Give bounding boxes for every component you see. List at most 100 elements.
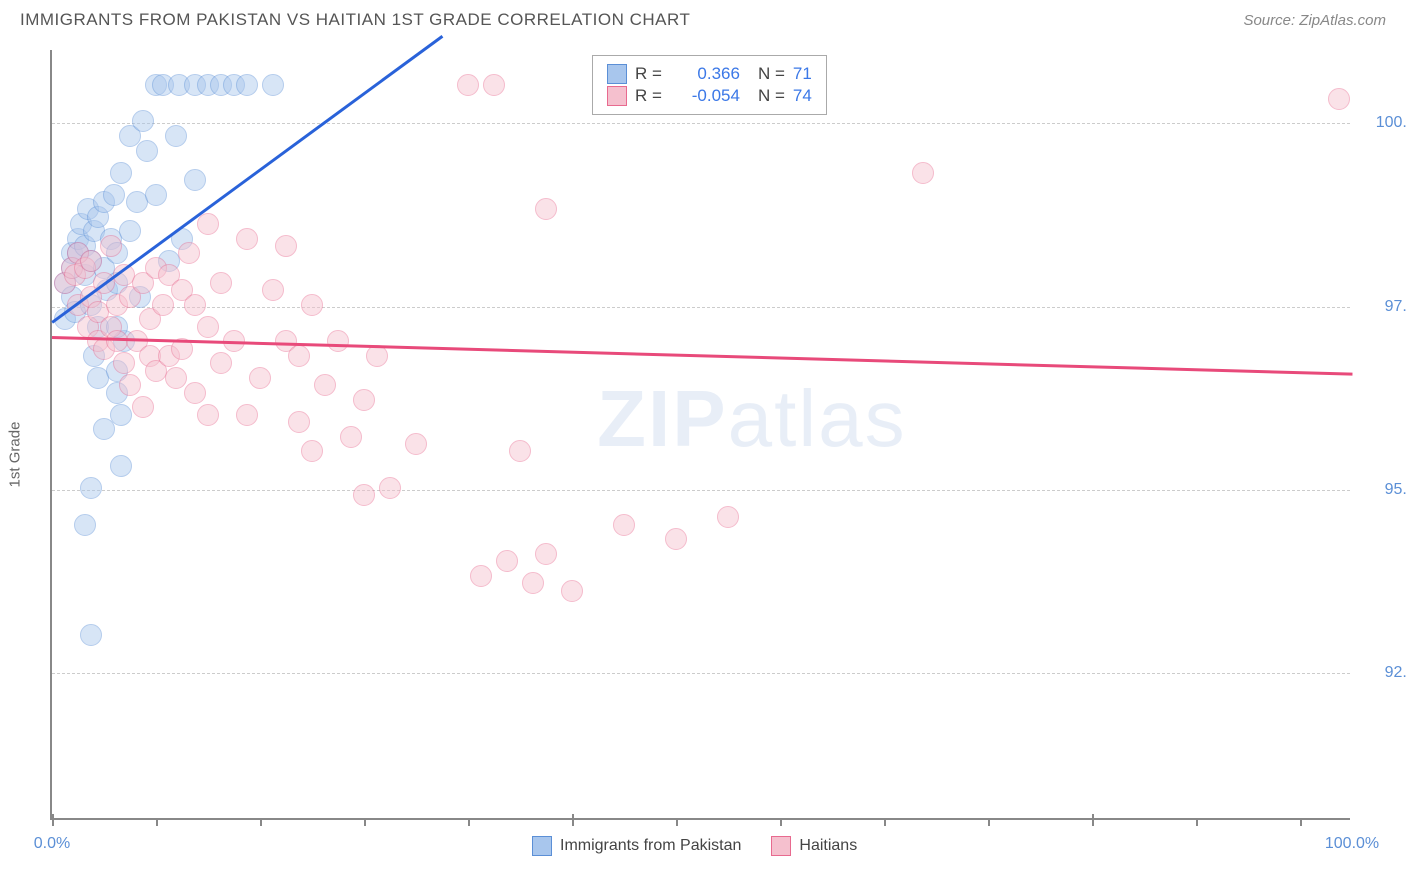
data-point xyxy=(184,294,206,316)
legend-label: Immigrants from Pakistan xyxy=(560,837,741,855)
gridline xyxy=(52,673,1350,674)
data-point xyxy=(80,477,102,499)
data-point xyxy=(119,220,141,242)
data-point xyxy=(522,572,544,594)
data-point xyxy=(145,184,167,206)
data-point xyxy=(457,74,479,96)
stats-legend: R = 0.366 N = 71R = -0.054 N = 74 xyxy=(592,55,827,115)
data-point xyxy=(262,279,284,301)
data-point xyxy=(80,624,102,646)
data-point xyxy=(100,235,122,257)
data-point xyxy=(535,198,557,220)
data-point xyxy=(288,345,310,367)
data-point xyxy=(165,125,187,147)
data-point xyxy=(665,528,687,550)
y-tick-label: 92.5% xyxy=(1360,664,1406,682)
data-point xyxy=(152,294,174,316)
data-point xyxy=(483,74,505,96)
data-point xyxy=(301,294,323,316)
data-point xyxy=(379,477,401,499)
data-point xyxy=(110,162,132,184)
x-tick-minor xyxy=(780,819,782,826)
x-tick-label: 0.0% xyxy=(34,835,70,853)
data-point xyxy=(314,374,336,396)
trend-line xyxy=(52,336,1352,375)
x-tick-minor xyxy=(468,819,470,826)
legend-item: Haitians xyxy=(771,836,857,856)
data-point xyxy=(301,440,323,462)
data-point xyxy=(132,396,154,418)
legend-label: Haitians xyxy=(799,837,857,855)
data-point xyxy=(470,565,492,587)
legend-row: R = -0.054 N = 74 xyxy=(607,86,812,106)
data-point xyxy=(236,404,258,426)
data-point xyxy=(184,382,206,404)
data-point xyxy=(184,169,206,191)
watermark: ZIPatlas xyxy=(597,373,906,465)
data-point xyxy=(249,367,271,389)
data-point xyxy=(165,367,187,389)
data-point xyxy=(561,580,583,602)
data-point xyxy=(275,235,297,257)
data-point xyxy=(178,242,200,264)
data-point xyxy=(210,272,232,294)
data-point xyxy=(197,316,219,338)
data-point xyxy=(103,184,125,206)
x-tick-minor xyxy=(884,819,886,826)
data-point xyxy=(197,213,219,235)
data-point xyxy=(236,74,258,96)
legend-row: R = 0.366 N = 71 xyxy=(607,64,812,84)
legend-swatch xyxy=(532,836,552,856)
data-point xyxy=(496,550,518,572)
data-point xyxy=(197,404,219,426)
data-point xyxy=(132,110,154,132)
data-point xyxy=(366,345,388,367)
data-point xyxy=(509,440,531,462)
data-point xyxy=(340,426,362,448)
data-point xyxy=(236,228,258,250)
legend-swatch xyxy=(771,836,791,856)
data-point xyxy=(405,433,427,455)
y-tick-label: 97.5% xyxy=(1360,298,1406,316)
data-point xyxy=(210,352,232,374)
scatter-chart: ZIPatlas 92.5%95.0%97.5%100.0%0.0%100.0%… xyxy=(50,50,1350,820)
data-point xyxy=(535,543,557,565)
data-point xyxy=(113,352,135,374)
data-point xyxy=(327,330,349,352)
data-point xyxy=(93,418,115,440)
y-tick-label: 100.0% xyxy=(1360,114,1406,132)
x-tick-minor xyxy=(260,819,262,826)
y-tick-label: 95.0% xyxy=(1360,481,1406,499)
x-tick-minor xyxy=(676,819,678,826)
data-point xyxy=(1328,88,1350,110)
data-point xyxy=(613,514,635,536)
data-point xyxy=(119,374,141,396)
x-tick-minor xyxy=(988,819,990,826)
x-tick xyxy=(52,814,54,826)
gridline xyxy=(52,307,1350,308)
data-point xyxy=(136,140,158,162)
gridline xyxy=(52,123,1350,124)
data-point xyxy=(74,514,96,536)
gridline xyxy=(52,490,1350,491)
x-tick-minor xyxy=(156,819,158,826)
x-tick xyxy=(1092,814,1094,826)
data-point xyxy=(353,389,375,411)
data-point xyxy=(80,250,102,272)
x-tick-minor xyxy=(1196,819,1198,826)
x-tick-minor xyxy=(1300,819,1302,826)
source-label: Source: ZipAtlas.com xyxy=(1243,12,1386,29)
data-point xyxy=(262,74,284,96)
series-legend: Immigrants from Pakistan Haitians xyxy=(532,836,857,856)
legend-swatch xyxy=(607,86,627,106)
x-tick-label: 100.0% xyxy=(1325,835,1379,853)
chart-title: IMMIGRANTS FROM PAKISTAN VS HAITIAN 1ST … xyxy=(20,10,690,30)
x-tick xyxy=(572,814,574,826)
data-point xyxy=(288,411,310,433)
data-point xyxy=(110,455,132,477)
y-axis-title: 1st Grade xyxy=(7,422,24,488)
data-point xyxy=(717,506,739,528)
x-tick-minor xyxy=(364,819,366,826)
legend-item: Immigrants from Pakistan xyxy=(532,836,741,856)
data-point xyxy=(353,484,375,506)
